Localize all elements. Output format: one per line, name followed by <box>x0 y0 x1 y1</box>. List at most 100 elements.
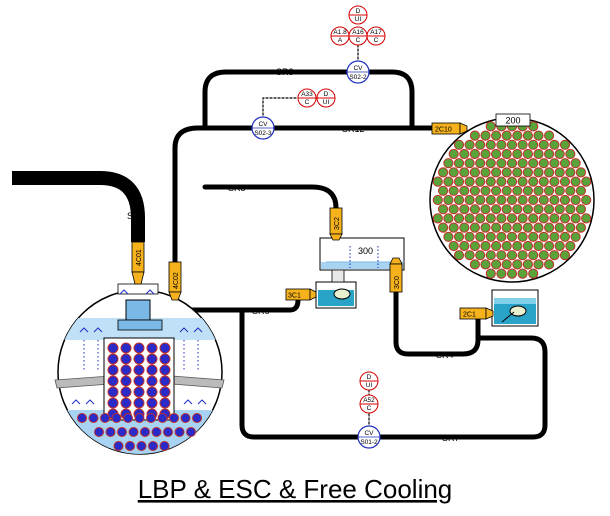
hx-tube <box>565 148 576 160</box>
check-valve-s02-2-id: S02-2 <box>349 74 367 81</box>
pool-tube <box>148 441 158 451</box>
hx-tube <box>528 268 539 279</box>
hx-tube <box>464 231 475 242</box>
valve-3c1[interactable]: 3C1 <box>285 288 317 301</box>
signal-a18[interactable]: A1.8 A <box>330 26 350 46</box>
hx-tube <box>581 176 592 187</box>
hx-tube <box>528 213 539 224</box>
fuel-rod <box>120 375 132 387</box>
pool-tube <box>146 413 156 423</box>
check-valve-s02-2[interactable]: CV S02-2 <box>346 60 370 84</box>
signal-a16[interactable]: A16 C <box>348 26 368 46</box>
hx-tube <box>575 204 587 215</box>
hx-tube <box>538 194 549 206</box>
hx-tube <box>464 250 475 261</box>
hx-tube <box>506 139 518 150</box>
fuel-rod <box>120 353 132 365</box>
pool-tube <box>159 441 170 451</box>
hx-tube <box>512 167 523 178</box>
hx-tube <box>506 194 518 206</box>
hx-tube <box>528 194 539 206</box>
hx-tube <box>517 139 528 150</box>
signal-top-d-bottom: UI <box>355 16 362 23</box>
hx-tube <box>581 213 592 224</box>
pool-tube <box>125 441 135 451</box>
valve-3c2[interactable]: 3C2 <box>329 207 343 241</box>
fuel-rod <box>159 386 171 398</box>
hx-tube <box>480 185 491 196</box>
hx-tube <box>491 222 502 233</box>
hx-tube <box>575 185 587 196</box>
check-valve-s01-2[interactable]: CV S01-2 <box>357 425 381 449</box>
hx-tube <box>475 139 486 150</box>
check-valve-s01-2-type: CV <box>364 430 374 437</box>
hx-tube <box>480 130 491 141</box>
signal-mid-d[interactable]: D UI <box>316 88 336 108</box>
hx-tube <box>512 204 523 215</box>
valve-4c02-label: 4C02 <box>173 272 180 289</box>
pool-tube <box>192 413 202 423</box>
hx-tube <box>554 185 565 196</box>
hx-tube <box>480 204 491 215</box>
fuel-rod <box>120 342 132 354</box>
signal-a52[interactable]: A52 C <box>359 394 379 414</box>
hx-tube <box>559 250 571 261</box>
check-valve-s02-2-type: CV <box>353 65 363 72</box>
hx-tube <box>528 231 539 242</box>
fuel-rod <box>159 342 171 354</box>
pool-tube <box>157 413 168 423</box>
hx-tube <box>559 158 571 169</box>
valve-2c10-label: 2C10 <box>435 127 452 134</box>
hx-tube <box>453 158 465 169</box>
pipe-sr8 <box>202 69 415 131</box>
pool-tube <box>180 413 191 423</box>
hx-tube <box>544 204 555 215</box>
hx-tube <box>570 194 581 206</box>
hx-tube <box>443 213 454 224</box>
valve-2c1[interactable]: 2C1 <box>459 307 494 320</box>
check-valve-s02-3[interactable]: CV S02-3 <box>251 116 275 140</box>
hx-tube <box>533 240 544 252</box>
pool-tube <box>128 427 139 437</box>
hx-tube <box>469 185 480 196</box>
hx-tube <box>554 167 565 178</box>
hx-tube <box>570 213 581 224</box>
signal-bubbles: D UI A1.8 A A16 C A17 C A33 C D UI <box>297 5 386 414</box>
hx-tube <box>480 259 491 270</box>
hx-tube <box>570 231 581 242</box>
hx-tube <box>517 158 528 169</box>
fuel-rod <box>146 364 158 376</box>
hx-tube <box>485 121 496 132</box>
hx-tube <box>522 204 534 215</box>
signal-bot-d[interactable]: D UI <box>359 371 379 391</box>
hx-tube <box>501 167 512 178</box>
valve-4c01[interactable]: 4C01 <box>131 241 145 285</box>
hx-tube <box>549 158 560 169</box>
valve-4c02[interactable]: 4C02 <box>168 261 182 301</box>
fuel-rod <box>133 375 145 387</box>
valve-2c10[interactable]: 2C10 <box>431 122 468 135</box>
fuel-rod <box>146 353 158 365</box>
signal-a33[interactable]: A33 C <box>297 88 317 108</box>
signal-a17[interactable]: A17 C <box>366 26 386 46</box>
hx-tube <box>544 185 555 196</box>
hx-tube <box>581 194 592 206</box>
signal-top-d-top: D <box>356 8 361 15</box>
signal-bot-d-top: D <box>367 374 372 381</box>
hx-tube <box>480 148 491 160</box>
signal-top-d[interactable]: D UI <box>348 5 368 25</box>
hx-tube <box>485 176 496 187</box>
hx-tube <box>549 176 560 187</box>
valve-3c0-label: 3C0 <box>394 276 401 289</box>
hx-tube <box>506 268 518 279</box>
hx-tube <box>480 240 491 252</box>
valve-3c0[interactable]: 3C0 <box>389 257 403 293</box>
pool-tube <box>174 427 185 437</box>
label-sr7: SR7 <box>442 433 460 443</box>
fuel-rod <box>120 386 132 398</box>
hx-tube <box>475 176 486 187</box>
hx-tube <box>544 148 555 160</box>
hx-tube <box>464 213 475 224</box>
pool-tube <box>123 413 133 423</box>
